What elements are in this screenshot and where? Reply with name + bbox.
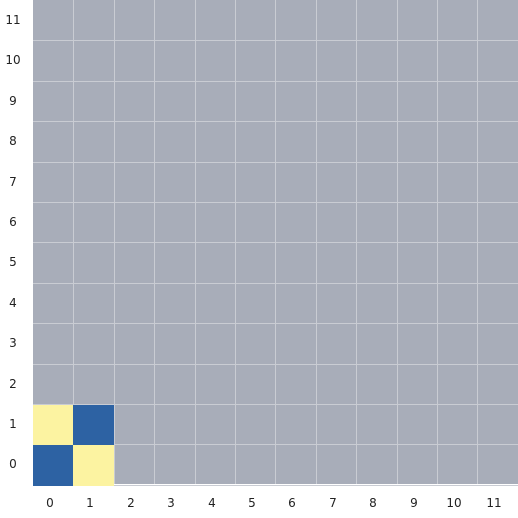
grid-line-horizontal [33,81,518,82]
x-tick-label: 9 [410,496,418,510]
y-tick-label: 10 [5,53,21,67]
x-tick-label: 8 [369,496,377,510]
y-tick-label: 7 [9,175,17,189]
grid-line-horizontal [33,283,518,284]
x-tick-label: 2 [127,496,135,510]
grid-line-horizontal [33,202,518,203]
x-tick-label: 7 [329,496,337,510]
x-tick-label: 6 [288,496,296,510]
grid-line-horizontal [33,242,518,243]
y-tick-label: 3 [9,336,17,350]
x-tick-label: 4 [208,496,216,510]
x-tick-label: 5 [248,496,256,510]
x-tick-label: 3 [167,496,175,510]
grid-line-horizontal [33,162,518,163]
y-tick-label: 5 [9,255,17,269]
grid-line-horizontal [33,364,518,365]
y-tick-label: 2 [9,377,17,391]
grid-line-horizontal [33,404,518,405]
x-tick-label: 11 [486,496,502,510]
y-tick-label: 4 [9,296,17,310]
y-tick-label: 8 [9,134,17,148]
y-tick-label: 11 [5,13,21,27]
grid-line-horizontal [33,323,518,324]
x-tick-label: 1 [86,496,94,510]
y-tick-label: 6 [9,215,17,229]
game-board[interactable] [33,0,518,486]
grid-line-horizontal [33,444,518,445]
grid-line-horizontal [33,485,518,486]
x-tick-label: 0 [46,496,54,510]
y-tick-label: 9 [9,94,17,108]
board-cell-blue[interactable] [33,445,73,486]
y-tick-label: 0 [9,457,17,471]
grid-line-horizontal [33,121,518,122]
board-cell-blue[interactable] [73,405,114,445]
grid-line-horizontal [33,40,518,41]
board-cell-yellow[interactable] [33,405,73,445]
x-tick-label: 10 [446,496,462,510]
board-cell-yellow[interactable] [73,445,114,486]
y-tick-label: 1 [9,417,17,431]
